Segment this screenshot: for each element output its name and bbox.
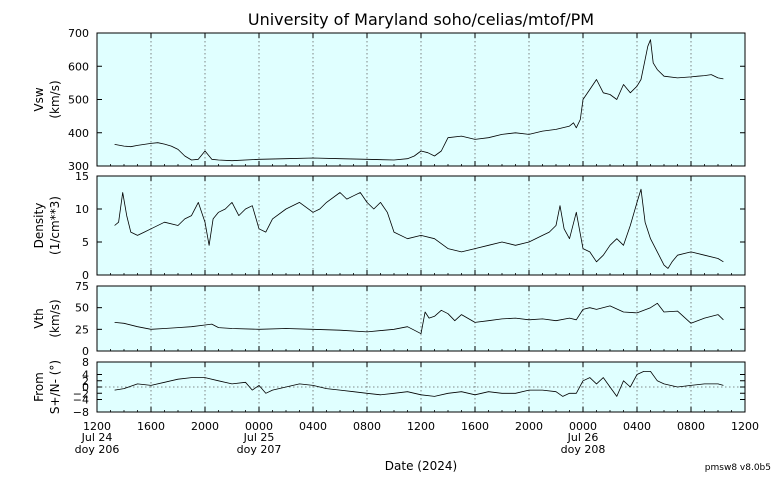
- y-tick-label: 50: [75, 302, 89, 315]
- series-line: [114, 371, 724, 397]
- y-tick-label: 500: [68, 94, 89, 107]
- x-axis: 1200 1600 2000 0000 0400 0800 1200 1600 2000 0000…: [75, 420, 759, 456]
- y-tick-label: 10: [75, 203, 89, 216]
- x-tick-label: 0400: [299, 420, 327, 433]
- x-doy-label: doy 208: [561, 443, 606, 456]
- y-tick-label: 700: [68, 27, 89, 40]
- y-axis-label-line: (km/s): [48, 80, 62, 118]
- y-axis-label-line: S+/N- (°): [48, 360, 62, 414]
- x-tick-label: 0800: [353, 420, 381, 433]
- y-axis-label-line: From: [32, 372, 46, 402]
- x-doy-label: doy 207: [237, 443, 282, 456]
- x-tick-label: 0800: [677, 420, 705, 433]
- x-date-label: Jul 25: [243, 431, 275, 444]
- y-tick-label: 0: [82, 345, 89, 358]
- y-tick-label: 15: [75, 170, 89, 183]
- y-axis-label: Vth (km/s): [32, 299, 62, 337]
- x-tick-label: 1600: [461, 420, 489, 433]
- y-axis-label-line: Density: [32, 203, 46, 249]
- y-tick-label: −8: [73, 406, 89, 419]
- x-tick-label: 2000: [191, 420, 219, 433]
- x-date-label: Jul 24: [81, 431, 113, 444]
- y-tick-label: 4: [82, 369, 89, 382]
- x-tick-label: 1600: [137, 420, 165, 433]
- x-doy-label: doy 206: [75, 443, 120, 456]
- x-axis-label: Date (2024): [385, 459, 457, 473]
- y-tick-label: 300: [68, 160, 89, 173]
- panel-background: [97, 33, 745, 166]
- x-tick-label: 2000: [515, 420, 543, 433]
- series-line: [114, 188, 724, 269]
- y-tick-label: 5: [82, 236, 89, 249]
- y-axis-label-line: Vsw: [32, 87, 46, 111]
- panel-frame: [96, 175, 746, 276]
- y-axis-label-line: (km/s): [48, 299, 62, 337]
- y-tick-label: 2: [82, 375, 89, 388]
- y-axis-label: From S+/N- (°): [32, 360, 62, 414]
- y-tick-label: 400: [68, 127, 89, 140]
- y-tick-label: 0: [82, 381, 89, 394]
- x-date-label: Jul 26: [567, 431, 599, 444]
- y-tick-label: 8: [82, 356, 89, 369]
- y-tick-label: 0: [82, 269, 89, 282]
- series-line: [114, 39, 724, 162]
- chart-title: University of Maryland soho/celias/mtof/…: [248, 10, 594, 29]
- panel-0: 300 400 500 600 700 Vsw (km/s): [32, 27, 746, 173]
- y-axis-label-line: (1/cm**3): [48, 196, 62, 255]
- x-tick-label: 0400: [623, 420, 651, 433]
- x-tick-label: 0000: [245, 420, 273, 433]
- y-tick-label: 600: [68, 60, 89, 73]
- x-tick-label: 1200: [731, 420, 759, 433]
- y-tick-label: 75: [75, 280, 89, 293]
- x-tick-label: 1200: [407, 420, 435, 433]
- panel-1: 0 5 10 15 Density (1/cm**3): [32, 170, 746, 282]
- x-tick-label: 1200: [83, 420, 111, 433]
- y-axis-label: Vsw (km/s): [32, 80, 62, 118]
- panel-2: 0 25 50 75 Vth (km/s): [32, 280, 746, 358]
- y-tick-label: −2: [73, 387, 89, 400]
- y-tick-label: −4: [73, 394, 89, 407]
- y-axis-label: Density (1/cm**3): [32, 196, 62, 255]
- y-axis-label-line: Vth: [32, 308, 46, 329]
- panel-frame: [96, 285, 746, 352]
- series-line: [114, 302, 724, 335]
- version-label: pmsw8 v8.0b5: [705, 463, 771, 473]
- y-tick-label: 25: [75, 323, 89, 336]
- x-tick-label: 0000: [569, 420, 597, 433]
